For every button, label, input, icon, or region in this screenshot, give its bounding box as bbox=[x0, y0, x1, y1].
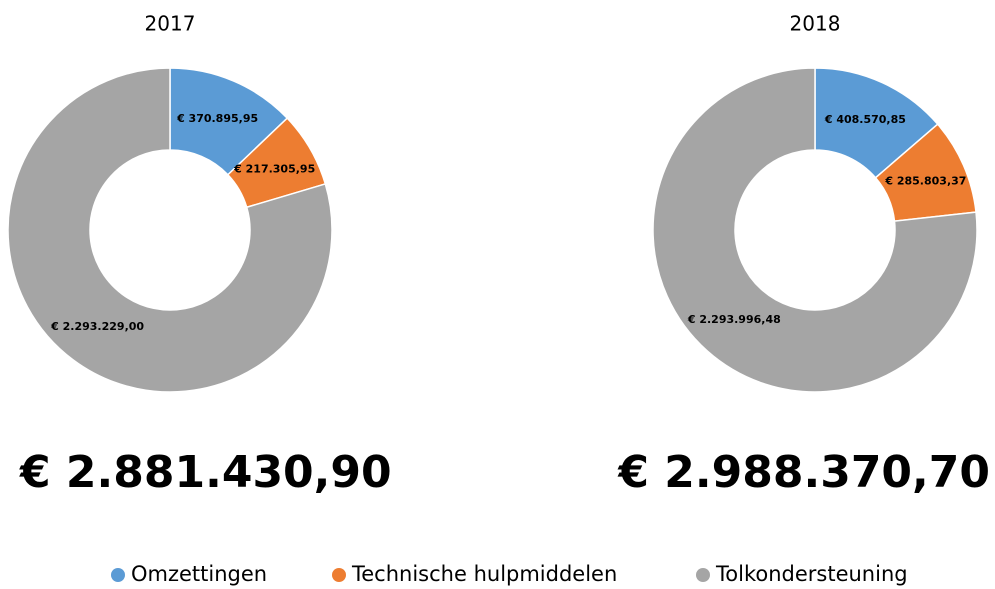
legend-marker bbox=[696, 568, 710, 582]
data-label: € 217.305,95 bbox=[233, 162, 315, 175]
legend-marker bbox=[111, 568, 125, 582]
legend-label: Omzettingen bbox=[131, 562, 267, 586]
donut-slice bbox=[652, 67, 978, 393]
total: € 2.881.430,90 bbox=[19, 447, 392, 498]
chart-title: 2018 bbox=[790, 12, 841, 36]
data-label: € 370.895,95 bbox=[176, 112, 258, 125]
data-label: € 2.293.996,48 bbox=[687, 313, 781, 326]
legend-label: Tolkondersteuning bbox=[715, 562, 908, 586]
legend-label: Technische hulpmiddelen bbox=[351, 562, 617, 586]
legend-marker bbox=[332, 568, 346, 582]
donut-slice bbox=[7, 67, 333, 393]
data-label: € 285.803,37 bbox=[884, 175, 966, 188]
total: € 2.988.370,70 bbox=[617, 447, 990, 498]
data-label: € 2.293.229,00 bbox=[50, 320, 144, 333]
data-label: € 408.570,85 bbox=[824, 113, 906, 126]
chart-title: 2017 bbox=[145, 12, 196, 36]
